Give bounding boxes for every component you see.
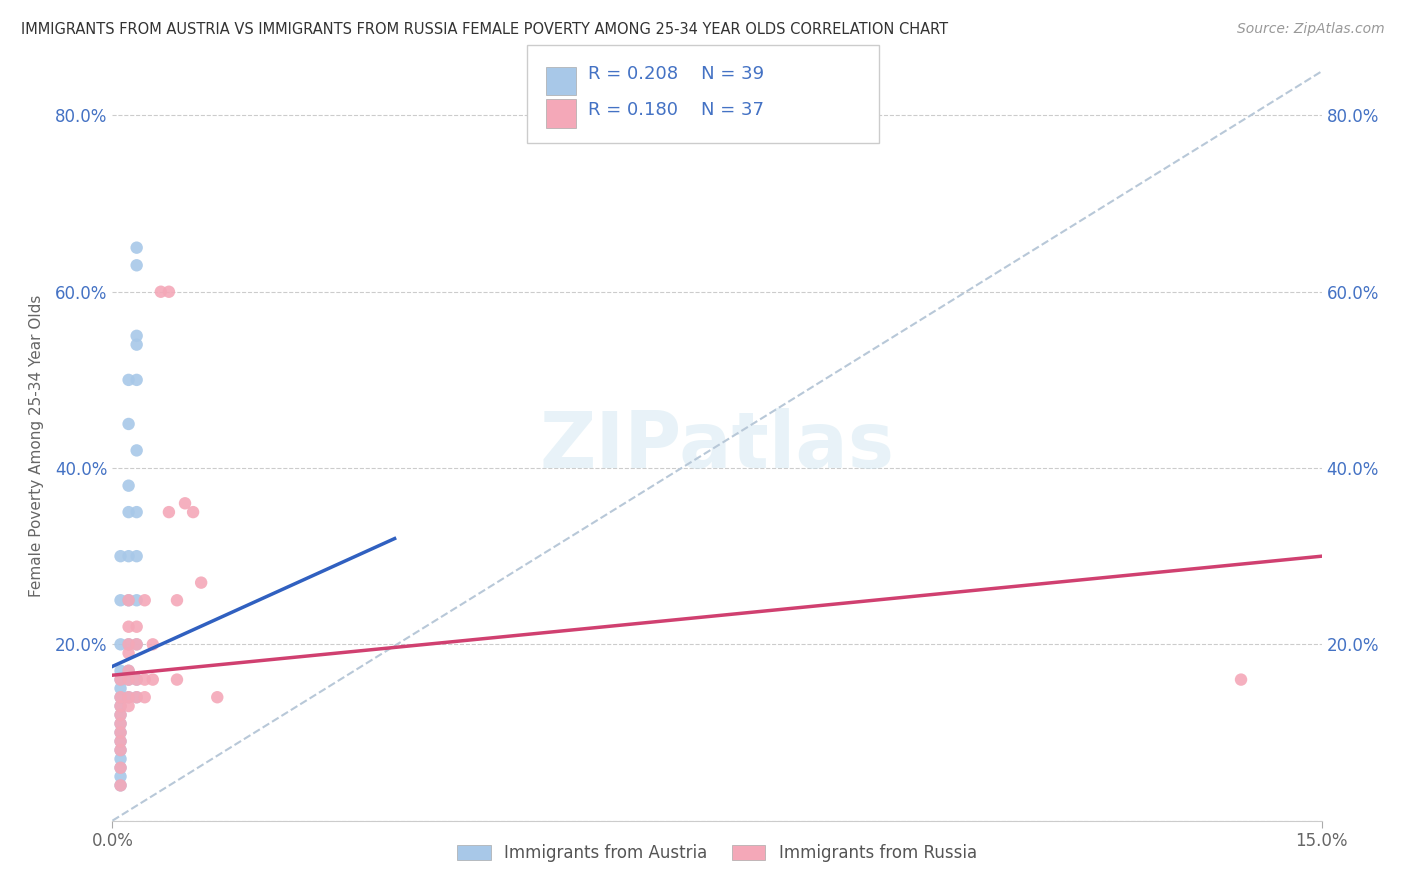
Point — [125, 241, 148, 255]
Point — [125, 443, 148, 458]
Point — [117, 699, 139, 714]
Text: Source: ZipAtlas.com: Source: ZipAtlas.com — [1237, 22, 1385, 37]
Point — [207, 690, 229, 705]
Point — [125, 673, 148, 687]
Point — [110, 743, 132, 757]
Point — [110, 752, 132, 766]
Point — [125, 593, 148, 607]
Point — [166, 673, 188, 687]
Point — [117, 673, 139, 687]
Point — [117, 690, 139, 705]
Point — [157, 285, 180, 299]
Point — [125, 620, 148, 634]
Point — [117, 637, 139, 651]
Point — [157, 505, 180, 519]
Point — [110, 725, 132, 739]
Point — [110, 716, 132, 731]
Point — [174, 496, 197, 510]
Point — [110, 593, 132, 607]
Y-axis label: Female Poverty Among 25-34 Year Olds: Female Poverty Among 25-34 Year Olds — [30, 295, 44, 597]
Point — [142, 637, 165, 651]
Point — [110, 707, 132, 722]
Point — [110, 707, 132, 722]
Point — [134, 673, 156, 687]
Point — [117, 664, 139, 678]
Point — [166, 593, 188, 607]
Point — [117, 549, 139, 564]
Text: ZIPatlas: ZIPatlas — [540, 408, 894, 484]
Point — [117, 637, 139, 651]
Point — [125, 637, 148, 651]
Point — [125, 337, 148, 351]
Point — [125, 549, 148, 564]
Point — [110, 699, 132, 714]
Point — [125, 690, 148, 705]
Point — [110, 637, 132, 651]
Point — [110, 699, 132, 714]
Point — [149, 285, 172, 299]
Point — [110, 778, 132, 792]
Point — [110, 716, 132, 731]
Point — [181, 505, 204, 519]
Point — [125, 505, 148, 519]
Point — [117, 373, 139, 387]
Point — [110, 549, 132, 564]
Point — [110, 673, 132, 687]
Point — [117, 690, 139, 705]
Point — [125, 373, 148, 387]
Point — [110, 673, 132, 687]
Text: R = 0.180    N = 37: R = 0.180 N = 37 — [588, 101, 763, 119]
Point — [110, 743, 132, 757]
Point — [125, 673, 148, 687]
Point — [134, 593, 156, 607]
Point — [110, 690, 132, 705]
Point — [1230, 673, 1253, 687]
Point — [125, 258, 148, 272]
Text: IMMIGRANTS FROM AUSTRIA VS IMMIGRANTS FROM RUSSIA FEMALE POVERTY AMONG 25-34 YEA: IMMIGRANTS FROM AUSTRIA VS IMMIGRANTS FR… — [21, 22, 948, 37]
Point — [110, 761, 132, 775]
Point — [117, 664, 139, 678]
Point — [110, 690, 132, 705]
Point — [117, 673, 139, 687]
Point — [110, 778, 132, 792]
Point — [125, 328, 148, 343]
Point — [117, 505, 139, 519]
Point — [117, 478, 139, 492]
Point — [117, 646, 139, 660]
Point — [110, 681, 132, 696]
Point — [117, 593, 139, 607]
Point — [125, 637, 148, 651]
Point — [142, 673, 165, 687]
Point — [110, 761, 132, 775]
Point — [110, 734, 132, 748]
Point — [134, 690, 156, 705]
Point — [110, 664, 132, 678]
Point — [117, 593, 139, 607]
Point — [117, 417, 139, 431]
Point — [125, 690, 148, 705]
Point — [110, 770, 132, 784]
Point — [117, 620, 139, 634]
Point — [110, 725, 132, 739]
Point — [190, 575, 212, 590]
Point — [110, 734, 132, 748]
Text: R = 0.208    N = 39: R = 0.208 N = 39 — [588, 65, 763, 83]
Legend: Immigrants from Austria, Immigrants from Russia: Immigrants from Austria, Immigrants from… — [450, 838, 984, 869]
